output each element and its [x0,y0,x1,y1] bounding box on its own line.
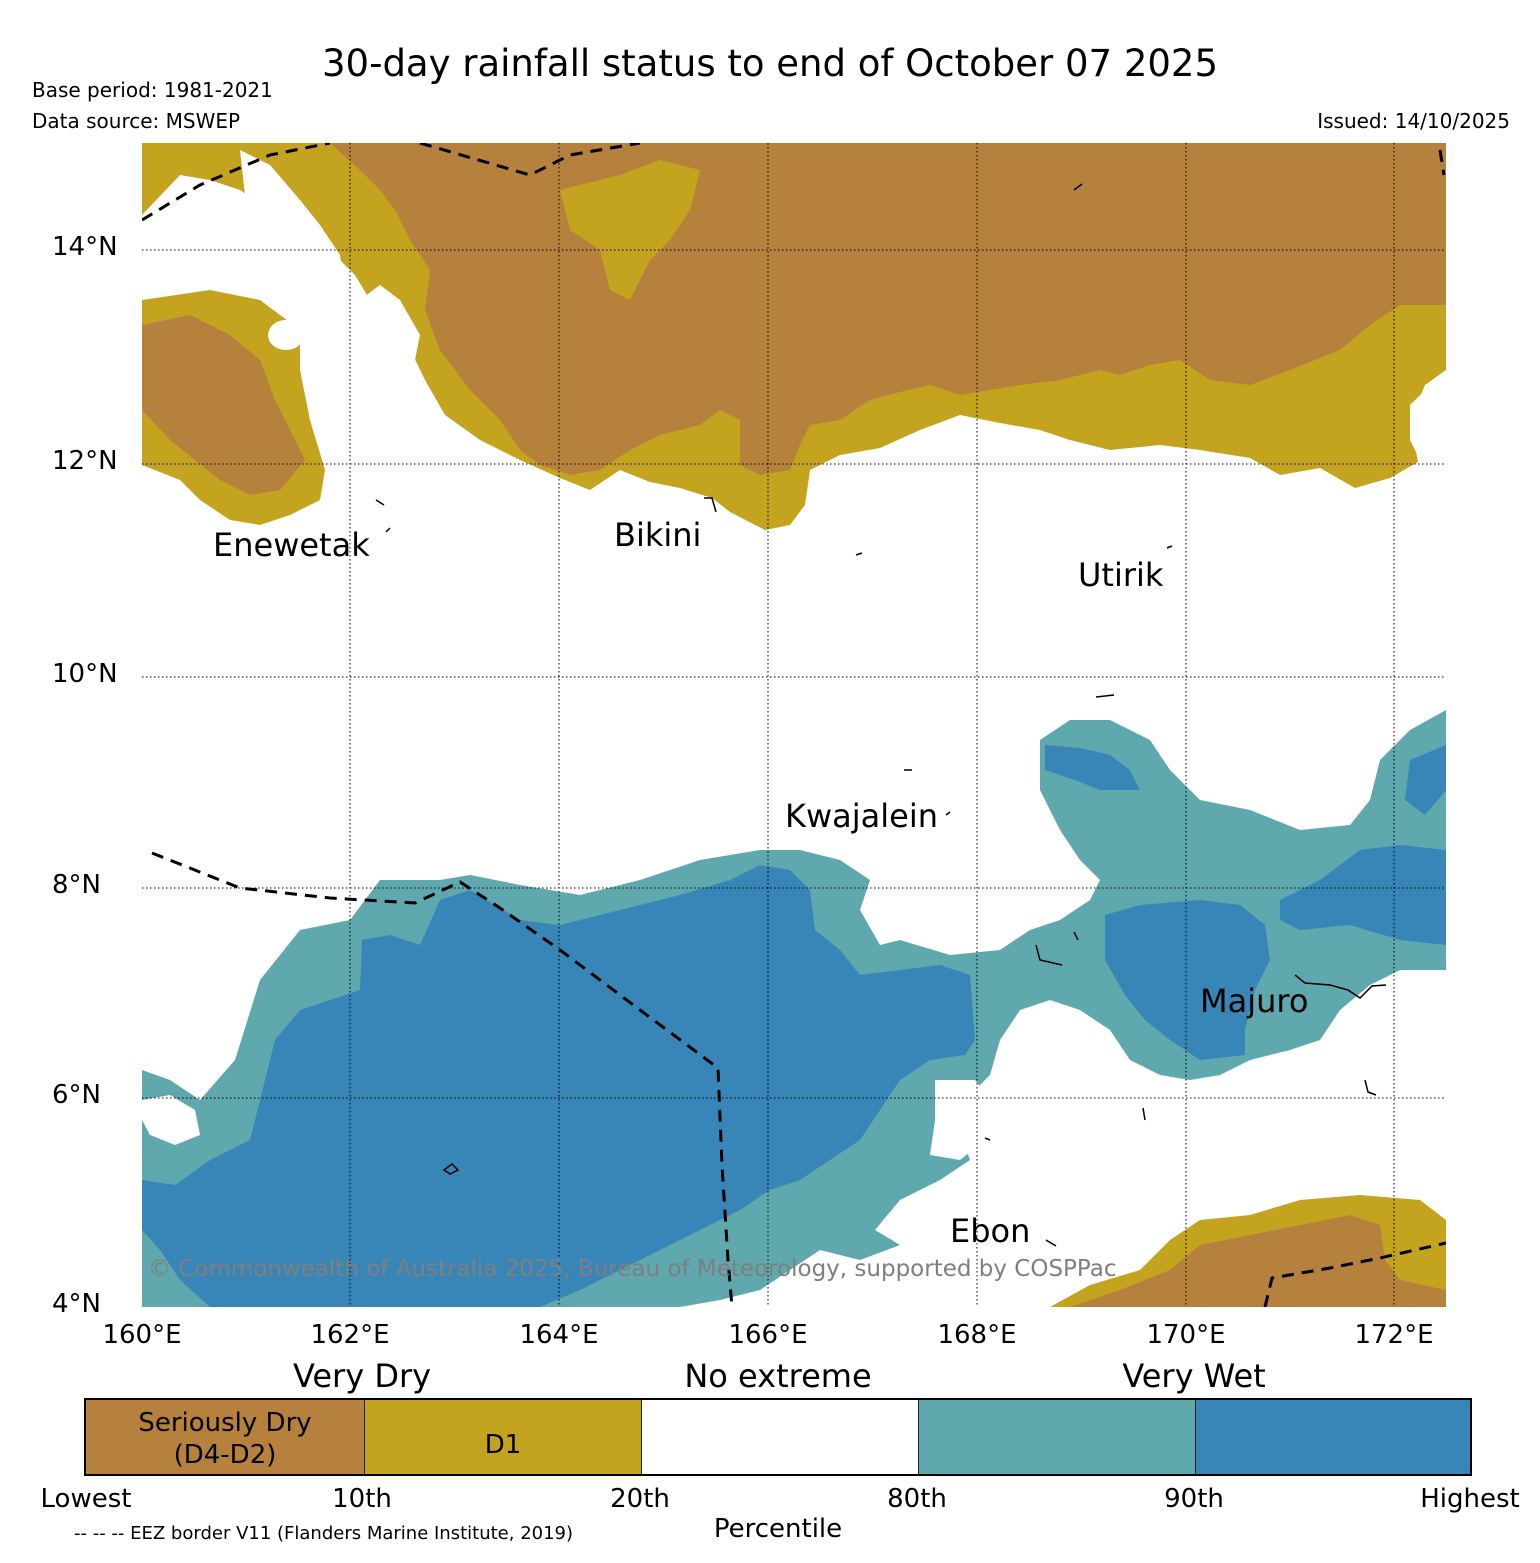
map-title: 30-day rainfall status to end of October… [322,42,1218,85]
lon-label-170e: 170°E [1146,1320,1226,1350]
place-enewetak: Enewetak [213,526,370,564]
eez-border-note: -- -- -- EEZ border V11 (Flanders Marine… [74,1523,574,1544]
no-extreme-gap-north [240,150,420,385]
place-kwajalein: Kwajalein [785,797,939,835]
legend-very-wet [1195,1400,1470,1474]
lat-label-10n: 10°N [52,659,118,689]
lat-label-6n: 6°N [52,1080,101,1110]
lat-label-14n: 14°N [52,232,118,262]
legend-tick-lowest: Lowest [40,1484,132,1514]
legend-category-no-extreme: No extreme [684,1357,872,1395]
data-source: Data source: MSWEP [32,109,241,133]
legend-tick-20th: 20th [610,1484,670,1514]
no-extreme-hole-south [930,1080,990,1160]
very-wet-patch-edge [1405,745,1446,815]
lat-label-8n: 8°N [52,870,101,900]
lon-label-172e: 172°E [1354,1320,1434,1350]
very-wet-region-east [1105,900,1270,1060]
legend-seriously-dry-sublabel: (D4-D2) [173,1440,277,1470]
legend-colorbar: Seriously Dry (D4-D2) D1 [84,1398,1472,1476]
copyright-notice: © Commonwealth of Australia 2025, Bureau… [148,1256,1117,1282]
legend-seriously-dry: Seriously Dry (D4-D2) [86,1400,364,1474]
lat-label-4n: 4°N [52,1289,101,1319]
eez-border [142,143,1446,1307]
very-wet-region-far-east [1280,845,1446,945]
no-extreme-gap-southwest [142,1095,200,1145]
place-utirik: Utirik [1078,556,1164,594]
legend-no-extreme [641,1400,918,1474]
place-majuro: Majuro [1200,982,1309,1020]
legend-tick-10th: 10th [332,1484,392,1514]
legend-seriously-dry-label: Seriously Dry [138,1408,312,1438]
legend-tick-highest: Highest [1420,1484,1520,1514]
legend-d1-label: D1 [484,1430,522,1460]
legend-tick-80th: 80th [887,1484,947,1514]
place-bikini: Bikini [614,516,702,554]
place-ebon: Ebon [950,1212,1031,1250]
legend-category-very-wet: Very Wet [1122,1357,1266,1395]
base-period: Base period: 1981-2021 [32,78,273,102]
atoll-outlines [375,183,1387,1247]
seriously-dry-region-west [142,315,305,495]
legend-tick-90th: 90th [1164,1484,1224,1514]
lat-label-12n: 12°N [52,446,118,476]
seriously-dry-region-southeast [1070,1215,1446,1307]
no-extreme-gap-east [1410,370,1446,470]
legend-d1: D1 [364,1400,641,1474]
lon-label-160e: 160°E [102,1320,182,1350]
legend-xlabel: Percentile [713,1514,843,1544]
legend-wet [918,1400,1195,1474]
lon-label-168e: 168°E [937,1320,1017,1350]
legend-category-very-dry: Very Dry [292,1357,432,1395]
lon-label-166e: 166°E [728,1320,808,1350]
no-extreme-hole-north [268,320,304,350]
very-wet-patch-northeast [1045,745,1140,790]
d1-patch-north [560,160,700,300]
lon-label-162e: 162°E [310,1320,390,1350]
graticule [142,143,1446,1307]
issued-date: Issued: 14/10/2025 [1317,109,1510,133]
lon-label-164e: 164°E [519,1320,599,1350]
